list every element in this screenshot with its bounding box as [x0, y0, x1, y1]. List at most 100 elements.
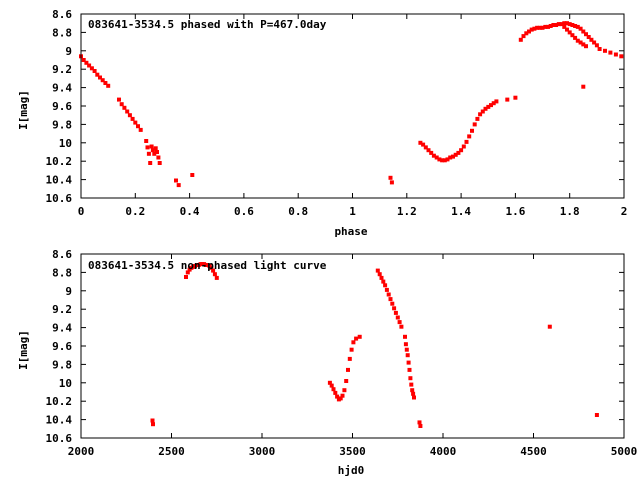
- y-tick-label: 9.4: [52, 322, 72, 335]
- data-point: [556, 22, 561, 27]
- non-phased-axis-ticks: [80, 253, 625, 439]
- data-point: [589, 37, 594, 42]
- data-point: [383, 283, 388, 288]
- data-point: [351, 340, 356, 345]
- data-point: [448, 155, 453, 160]
- data-point: [513, 95, 518, 100]
- data-point: [594, 43, 599, 48]
- x-tick-label: 2000: [68, 445, 95, 458]
- data-point: [461, 144, 466, 149]
- y-tick-label: 9: [65, 285, 72, 298]
- data-point: [393, 310, 398, 315]
- data-point: [453, 152, 458, 157]
- data-point: [174, 178, 178, 183]
- data-point: [429, 150, 434, 155]
- x-tick-label: 1.4: [451, 205, 471, 218]
- data-point: [136, 124, 140, 129]
- y-tick-label: 9.6: [52, 340, 72, 353]
- data-point: [81, 58, 86, 62]
- y-tick-label: 10.2: [46, 395, 73, 408]
- data-point: [505, 97, 510, 102]
- non-phased-x-axis-title: hjd0: [338, 464, 365, 477]
- data-point: [524, 31, 529, 36]
- data-point: [375, 268, 380, 273]
- data-point: [586, 35, 591, 39]
- data-point: [567, 22, 572, 27]
- phased-y-axis-title: I[mag]: [17, 90, 30, 130]
- data-point: [467, 134, 472, 139]
- data-point: [397, 320, 402, 325]
- data-point: [87, 63, 92, 68]
- x-tick-label: 4000: [430, 445, 457, 458]
- data-point: [547, 324, 552, 329]
- data-point: [404, 347, 409, 352]
- data-point: [347, 356, 352, 361]
- data-point: [211, 268, 216, 273]
- data-point: [578, 40, 583, 45]
- data-point: [418, 424, 423, 428]
- data-point: [470, 128, 474, 133]
- data-point: [489, 103, 493, 108]
- data-point: [176, 183, 181, 188]
- data-point: [535, 25, 540, 30]
- data-point: [411, 391, 416, 396]
- data-point: [562, 24, 567, 29]
- data-point: [392, 306, 397, 311]
- data-point: [106, 83, 111, 88]
- data-point: [145, 145, 150, 150]
- data-point: [119, 102, 124, 107]
- data-point: [377, 272, 382, 277]
- x-tick-label: 1.6: [505, 205, 525, 218]
- data-point: [95, 72, 100, 77]
- non-phased-x-tick-labels: 2000 2500 3000 3500 4000 4500 5000: [68, 445, 638, 458]
- data-point: [584, 44, 588, 49]
- x-tick-label: 1.8: [560, 205, 580, 218]
- data-point: [584, 32, 588, 37]
- data-point: [153, 146, 158, 151]
- data-point: [594, 413, 599, 417]
- data-point: [150, 418, 155, 423]
- non-phased-y-axis-title: I[mag]: [17, 330, 30, 370]
- data-point: [209, 265, 214, 270]
- data-point: [185, 270, 190, 275]
- data-point: [575, 38, 580, 43]
- data-point: [548, 24, 553, 28]
- data-point: [592, 40, 597, 45]
- data-point: [409, 382, 414, 387]
- data-point: [103, 81, 108, 85]
- y-tick-label: 8.8: [52, 266, 72, 279]
- data-point: [138, 127, 143, 132]
- data-point: [399, 324, 404, 329]
- data-point: [354, 336, 359, 341]
- data-point: [480, 109, 485, 114]
- data-point: [603, 48, 607, 53]
- data-point: [122, 105, 127, 110]
- x-tick-label: 3500: [339, 445, 366, 458]
- y-tick-label: 10.6: [46, 432, 73, 445]
- phased-plot-title: 083641-3534.5 phased with P=467.0day: [88, 18, 327, 31]
- data-point: [386, 292, 391, 297]
- data-point: [464, 139, 469, 144]
- data-point: [475, 116, 480, 121]
- data-point: [357, 334, 362, 339]
- data-point: [546, 24, 550, 29]
- data-point: [440, 158, 445, 163]
- data-point: [331, 387, 336, 392]
- data-point: [442, 158, 447, 163]
- phased-data-points: [79, 21, 624, 188]
- data-point: [423, 145, 428, 150]
- x-tick-label: 0.4: [180, 205, 200, 218]
- data-point: [127, 113, 132, 118]
- data-point: [581, 29, 586, 34]
- y-tick-label: 10.4: [46, 174, 73, 187]
- data-point: [144, 139, 149, 143]
- data-point: [379, 275, 384, 280]
- phased-axis-ticks: [80, 13, 625, 199]
- data-point: [445, 157, 450, 162]
- data-point: [84, 60, 89, 65]
- data-point: [532, 26, 537, 31]
- data-point: [408, 376, 413, 381]
- data-point: [344, 379, 349, 383]
- data-point: [214, 275, 219, 280]
- data-point: [125, 109, 130, 114]
